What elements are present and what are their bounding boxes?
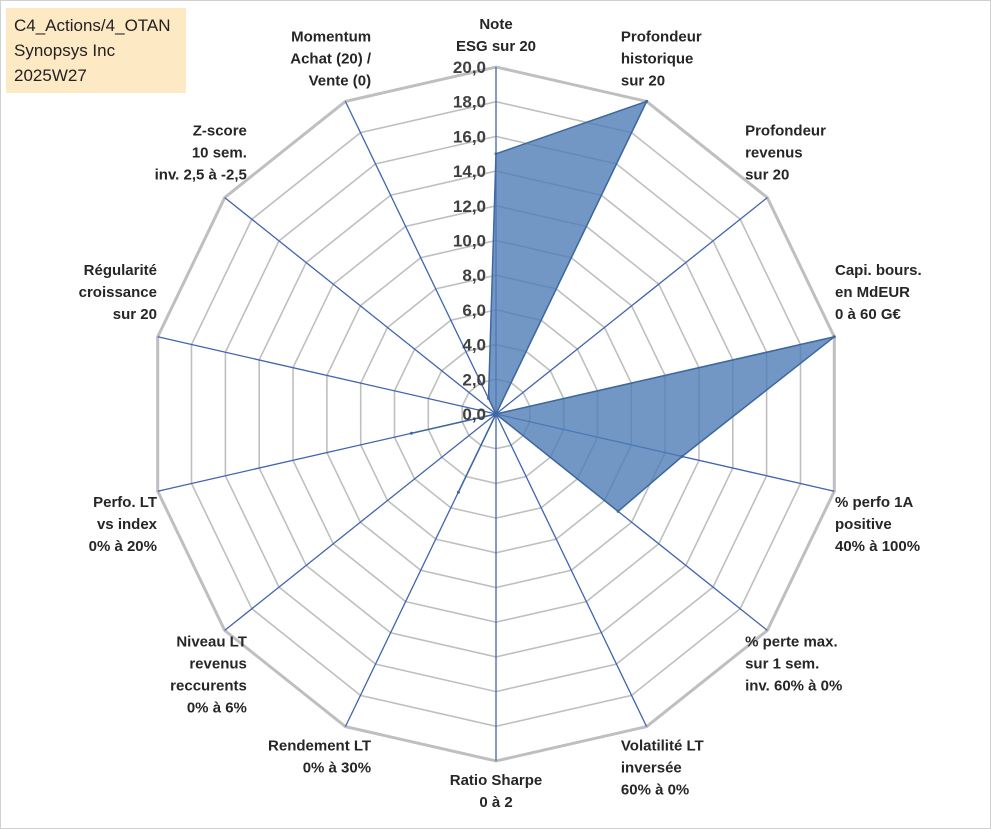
axis-label-0-line-1: ESG sur 20 [456,38,536,55]
axis-label-13-line-1: Achat (20) / [290,50,372,67]
axis-label-11-line-0: Régularité [84,262,157,279]
tick-label-2: 4,0 [462,336,486,355]
axis-label-5: % perte max. sur 1 sem. inv. 60% à 0% [745,633,842,694]
axis-label-3-line-1: en MdEUR [835,284,910,301]
axis-label-2: Profondeur revenus sur 20 [745,123,826,184]
axis-label-4-line-1: positive [835,516,892,533]
axis-label-11-line-2: sur 20 [113,306,157,323]
spoke-2 [495,197,768,415]
axis-label-2-line-0: Profondeur [745,123,826,140]
axis-label-9: Niveau LT revenus reccurents 0% à 6% [170,633,247,716]
axis-label-5-line-2: inv. 60% à 0% [745,677,842,694]
axis-label-3: Capi. bours. en MdEUR 0 à 60 G€ [835,262,922,323]
tick-label-3: 6,0 [462,301,486,320]
axis-label-0: Note ESG sur 20 [456,16,536,55]
axis-label-11: Régularité croissance sur 20 [79,262,157,323]
axis-label-2-line-2: sur 20 [745,167,789,184]
info-line-week: 2025W27 [14,66,87,85]
axis-label-1-line-1: historique [621,50,694,67]
axis-label-13-line-2: Vente (0) [309,72,372,89]
axis-label-9-line-2: reccurents [170,677,247,694]
axis-label-4-line-0: % perfo 1A [835,494,914,511]
spoke-12 [224,197,497,415]
axis-label-10-line-0: Perfo. LT [93,494,157,511]
axis-label-11-line-1: croissance [79,284,157,301]
data-point-4 [680,455,684,458]
tick-label-0: 0,0 [462,405,486,424]
info-line-company: Synopsys Inc [14,41,116,60]
axis-label-4: % perfo 1A positive 40% à 100% [835,494,920,555]
axis-label-5-line-1: sur 1 sem. [745,655,819,672]
tick-label-4: 8,0 [462,266,486,285]
axis-label-2-line-1: revenus [745,145,803,162]
axis-label-8-line-0: Rendement LT [268,738,371,755]
axis-label-9-line-3: 0% à 6% [187,699,247,716]
axis-label-10: Perfo. LT vs index 0% à 20% [89,494,158,555]
radar-axis-labels: Note ESG sur 20 Profondeur historique sur 20… [79,16,922,811]
spoke-13 [344,101,497,415]
data-point-10 [409,431,413,435]
axis-label-9-line-1: revenus [189,655,247,672]
radar-tick-labels: 0,0 2,0 4,0 6,0 8,0 10,0 12,0 14,0 16,0 18,0 20,0 [453,58,486,424]
axis-label-13-line-0: Momentum [291,28,371,45]
axis-label-8-line-1: 0% à 30% [303,760,371,777]
axis-label-6-line-0: Volatilité LT [621,738,704,755]
data-point-0 [494,152,498,156]
axis-label-6-line-2: 60% à 0% [621,782,689,799]
axis-label-6-line-1: inversée [621,760,682,777]
data-point-5 [616,509,620,513]
axis-label-6: Volatilité LT inversée 60% à 0% [621,738,704,799]
axis-label-4-line-2: 40% à 100% [835,538,920,555]
tick-label-10: 20,0 [453,58,486,77]
axis-label-7-line-0: Ratio Sharpe [450,772,543,789]
data-point-8 [456,490,460,494]
axis-label-10-line-1: vs index [97,516,158,533]
radar-series [409,99,836,513]
tick-label-7: 14,0 [453,162,486,181]
axis-label-12-line-1: 10 sem. [192,145,247,162]
axis-label-0-line-0: Note [479,16,512,33]
spoke-9 [224,413,497,631]
axis-label-12-line-0: Z-score [193,123,247,140]
axis-label-3-line-0: Capi. bours. [835,262,922,279]
info-line-strategy: C4_Actions/4_OTAN [14,16,171,35]
tick-label-5: 10,0 [453,232,486,251]
tick-label-6: 12,0 [453,197,486,216]
tick-label-9: 18,0 [453,93,486,112]
axis-label-9-line-0: Niveau LT [176,633,247,650]
tick-label-1: 2,0 [462,370,486,389]
data-point-1 [645,99,649,103]
axis-label-5-line-0: % perte max. [745,633,838,650]
axis-label-8: Rendement LT 0% à 30% [268,738,371,777]
spoke-11 [157,336,497,415]
axis-label-3-line-2: 0 à 60 G€ [835,306,902,323]
axis-label-12: Z-score 10 sem. inv. 2,5 à -2,5 [155,123,247,184]
data-point-12 [494,412,498,416]
tick-label-8: 16,0 [453,127,486,146]
data-point-13 [487,396,490,400]
axis-label-1-line-2: sur 20 [621,72,665,89]
axis-label-12-line-2: inv. 2,5 à -2,5 [155,167,247,184]
data-point-3 [832,335,836,339]
axis-label-10-line-2: 0% à 20% [89,538,157,555]
axis-label-13: Momentum Achat (20) / Vente (0) [290,28,372,89]
axis-label-1: Profondeur historique sur 20 [621,28,702,89]
info-box: C4_Actions/4_OTAN Synopsys Inc 2025W27 [6,8,186,93]
axis-label-7-line-1: 0 à 2 [479,794,512,811]
spoke-6 [495,413,648,727]
axis-label-1-line-0: Profondeur [621,28,702,45]
axis-label-7: Ratio Sharpe 0 à 2 [450,772,543,811]
